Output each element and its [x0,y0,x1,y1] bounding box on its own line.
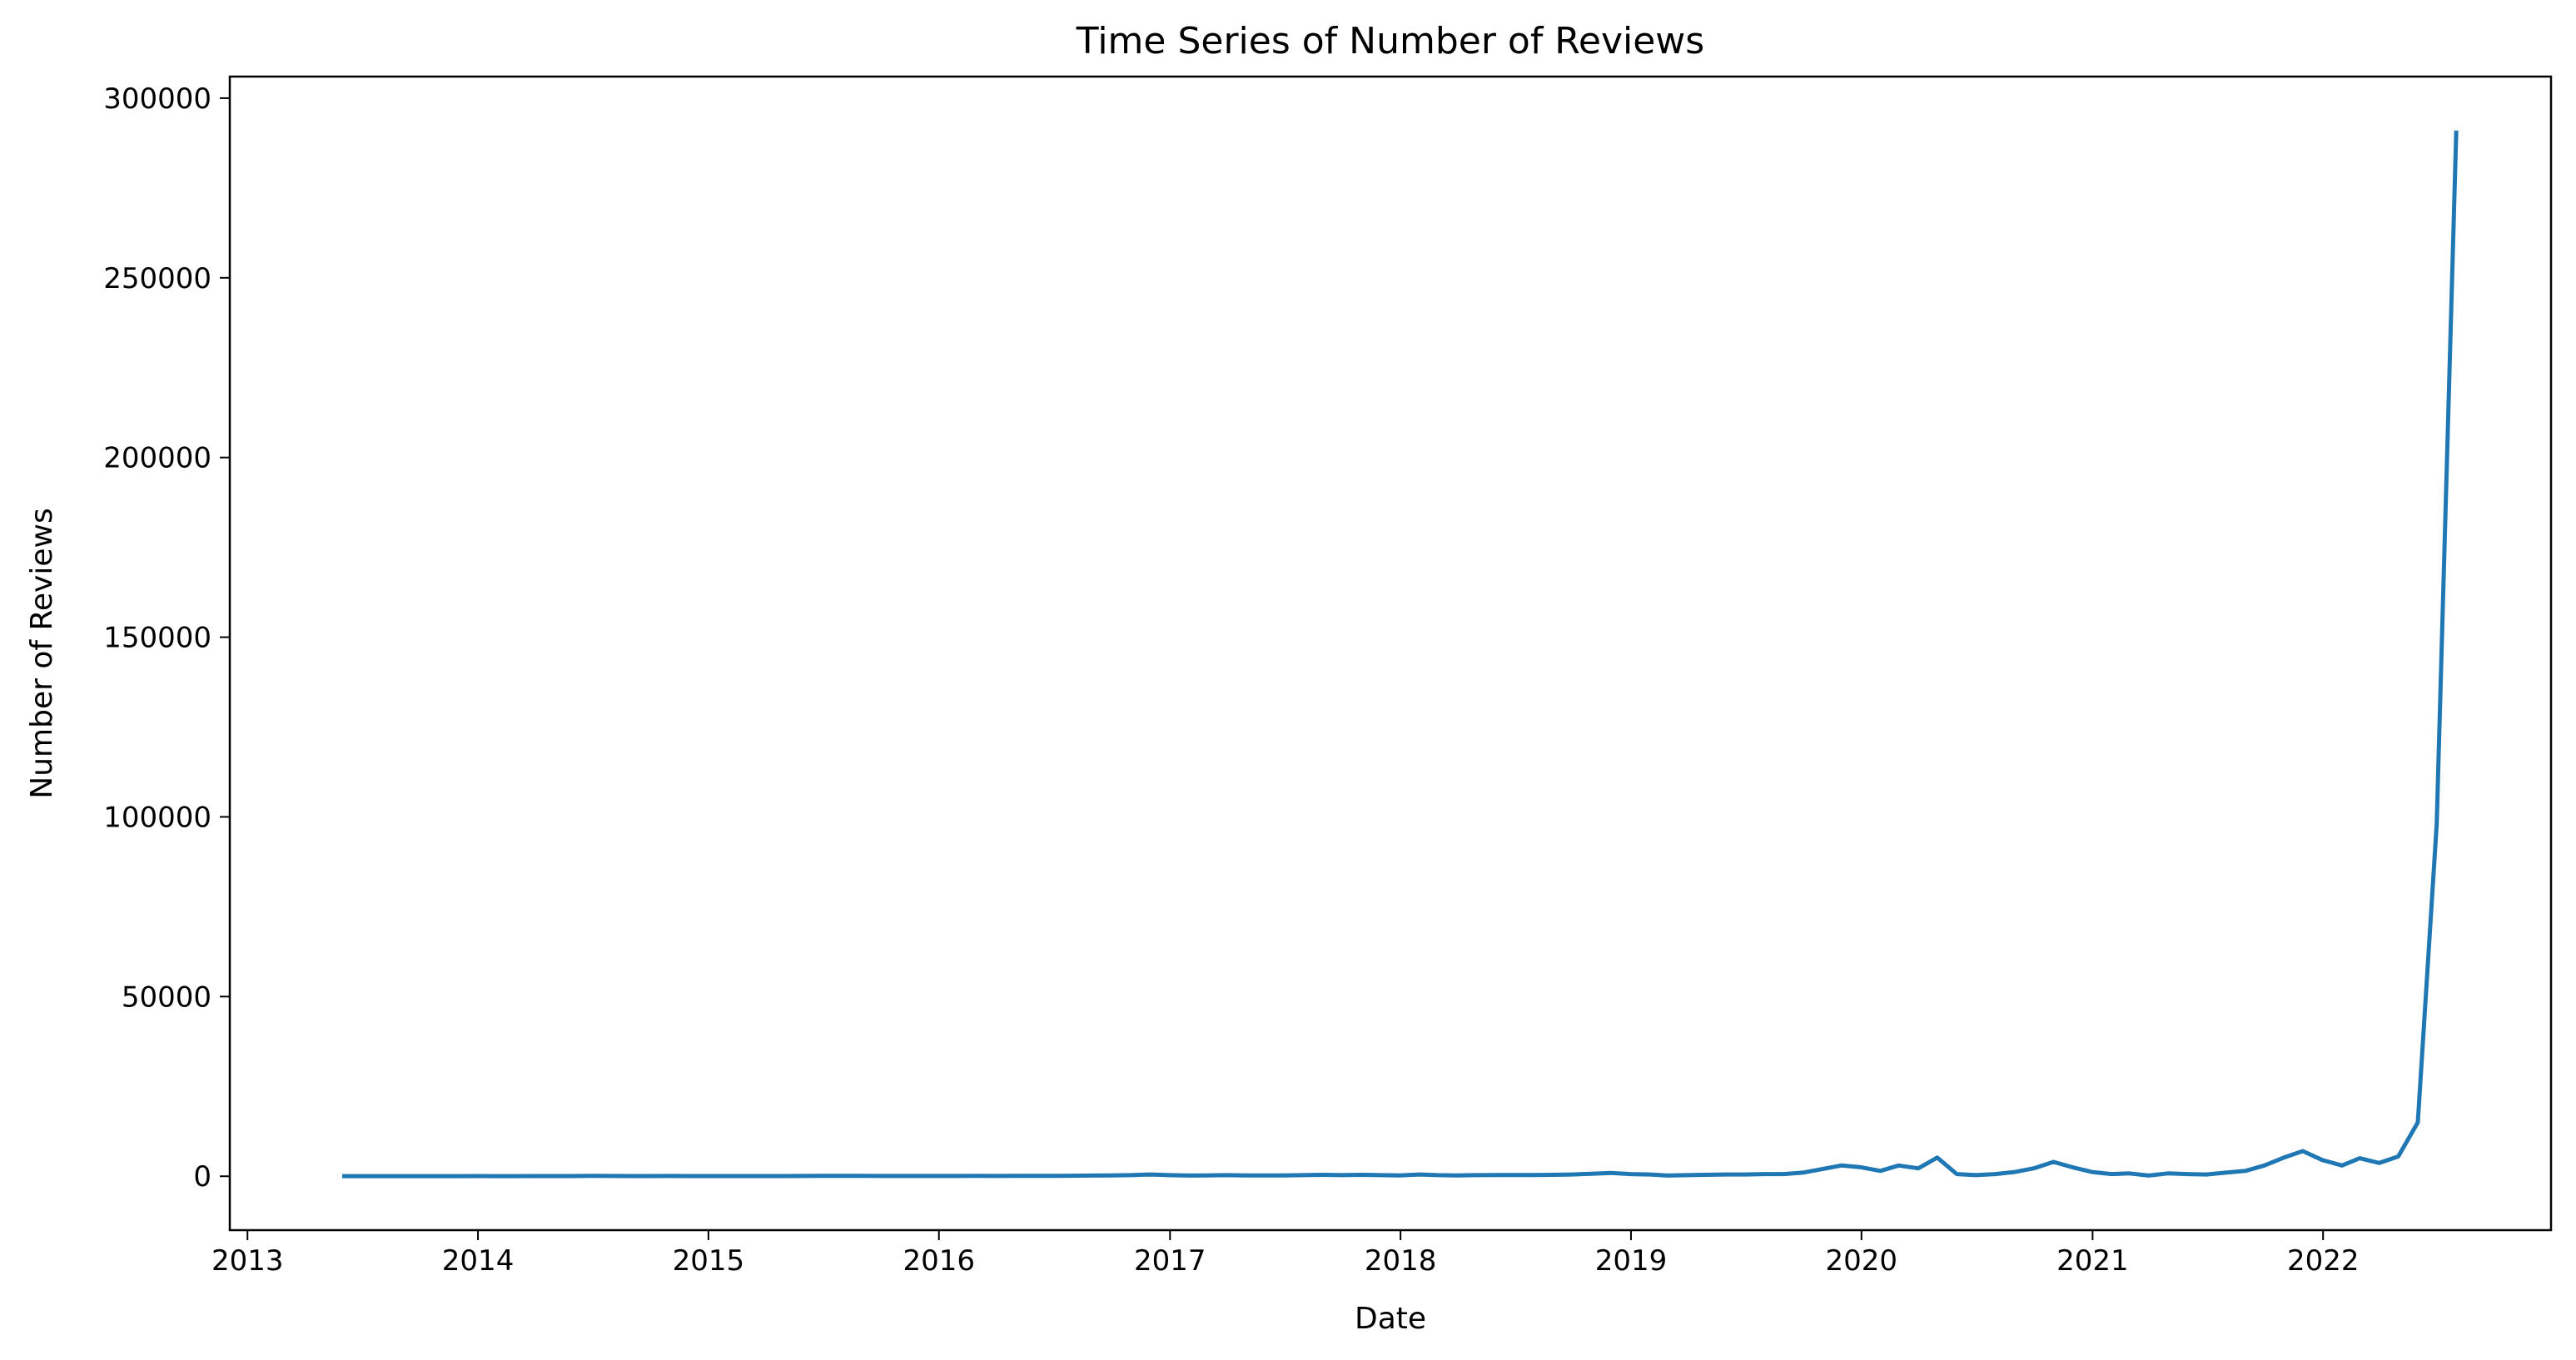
y-tick-label: 150000 [103,622,211,655]
chart-title: Time Series of Number of Reviews [1076,20,1704,62]
x-tick-label: 2014 [442,1244,515,1278]
x-tick-label: 2017 [1134,1244,1206,1278]
y-axis-label: Number of Reviews [25,508,59,798]
y-tick-label: 100000 [103,801,211,834]
x-tick-label: 2018 [1365,1244,1437,1278]
x-tick-label: 2016 [903,1244,975,1278]
x-tick-label: 2013 [211,1244,284,1278]
x-tick-label: 2020 [1826,1244,1898,1278]
series-line [342,130,2459,1179]
y-tick-label: 50000 [122,980,211,1014]
x-tick-label: 2022 [2287,1244,2360,1278]
x-axis-ticks: 2013 2014 2015 2016 2017 2018 2019 2020 2021 2022 [211,1230,2360,1278]
y-axis-ticks: 0 50000 100000 150000 200000 250000 300000 [103,82,230,1194]
x-tick-label: 2015 [673,1244,745,1278]
y-tick-label: 0 [193,1160,211,1194]
x-tick-label: 2019 [1595,1244,1668,1278]
series-group [342,130,2459,1179]
y-tick-label: 200000 [103,442,211,475]
x-axis-label: Date [1355,1302,1426,1336]
plot-frame [228,75,2553,1232]
x-tick-label: 2021 [2056,1244,2129,1278]
y-tick-label: 300000 [103,82,211,116]
y-tick-label: 250000 [103,262,211,295]
